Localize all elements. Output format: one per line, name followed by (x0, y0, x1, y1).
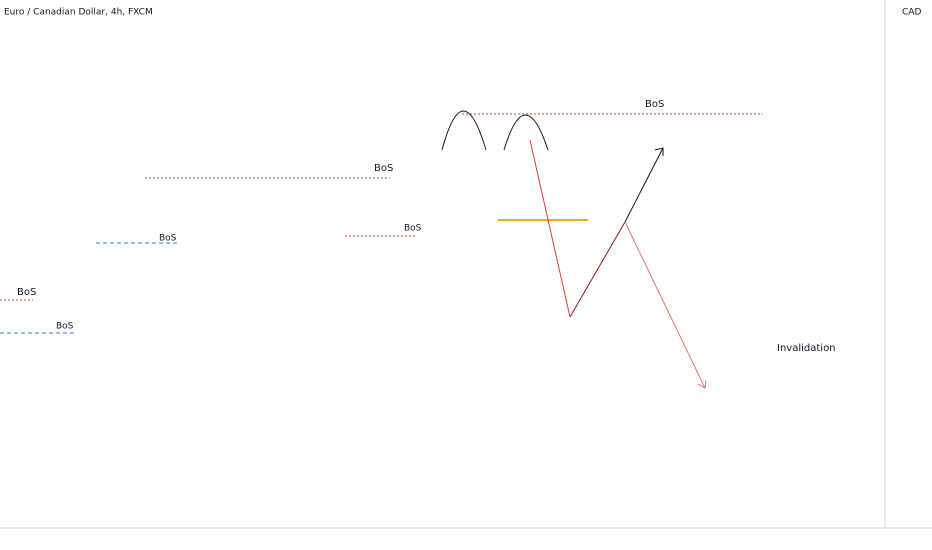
arrow-head (697, 379, 707, 389)
annotation: Invalidation (777, 343, 836, 354)
currency: CAD (902, 8, 921, 18)
annotation: BoS (374, 163, 393, 174)
annotations: BoS BoS BoS BoS BoS BoS Invalidation (17, 99, 836, 354)
chart-title: Euro / Canadian Dollar, 4h, FXCM (4, 8, 153, 18)
arrow-head (654, 147, 664, 156)
annotation: BoS (404, 224, 422, 234)
projection (624, 147, 664, 223)
top-arc (441, 110, 487, 151)
annotation: BoS (56, 322, 74, 332)
projection (529, 139, 571, 318)
annotation: BoS (645, 99, 664, 110)
drawings (0, 110, 763, 389)
annotation: BoS (17, 287, 36, 298)
top-arc (503, 114, 549, 151)
annotation: BoS (159, 234, 177, 244)
projection (569, 221, 626, 318)
projection (624, 221, 706, 389)
